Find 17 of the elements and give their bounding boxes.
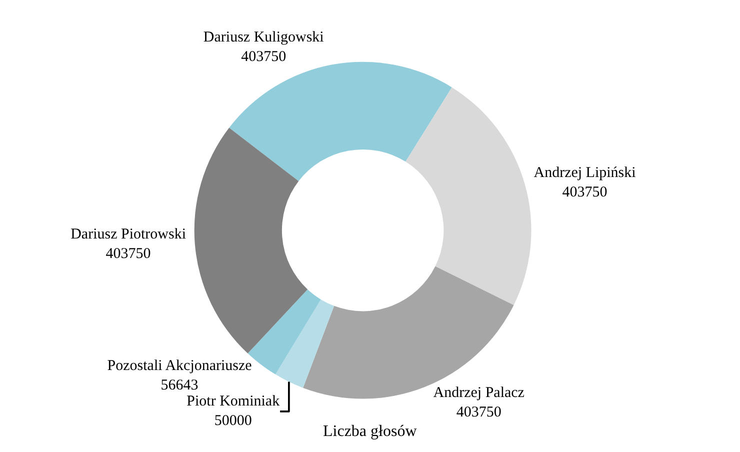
slice-label: Piotr Kominiak <box>186 394 280 410</box>
slice-label: Dariusz Kuligowski <box>203 30 324 46</box>
slice-label: Andrzej Lipiński <box>534 165 636 182</box>
slice-label: Andrzej Palacz <box>433 384 525 401</box>
text: Liczba głosów <box>323 423 418 440</box>
donut-slice <box>194 128 308 354</box>
data-label: 50000 <box>214 413 252 430</box>
data-label: 56643 <box>160 378 198 394</box>
data-label: 403750 <box>241 49 286 66</box>
donut-slice <box>406 87 532 306</box>
donut-slice <box>229 62 452 182</box>
data-label: 403750 <box>562 184 608 201</box>
slice-label: Dariusz Piotrowski <box>70 226 186 243</box>
donut-slice <box>275 299 334 388</box>
data-label: 403750 <box>456 404 502 420</box>
data-label: 403750 <box>106 246 151 262</box>
slice-label: Pozostali Akcjonariusze <box>107 358 252 374</box>
